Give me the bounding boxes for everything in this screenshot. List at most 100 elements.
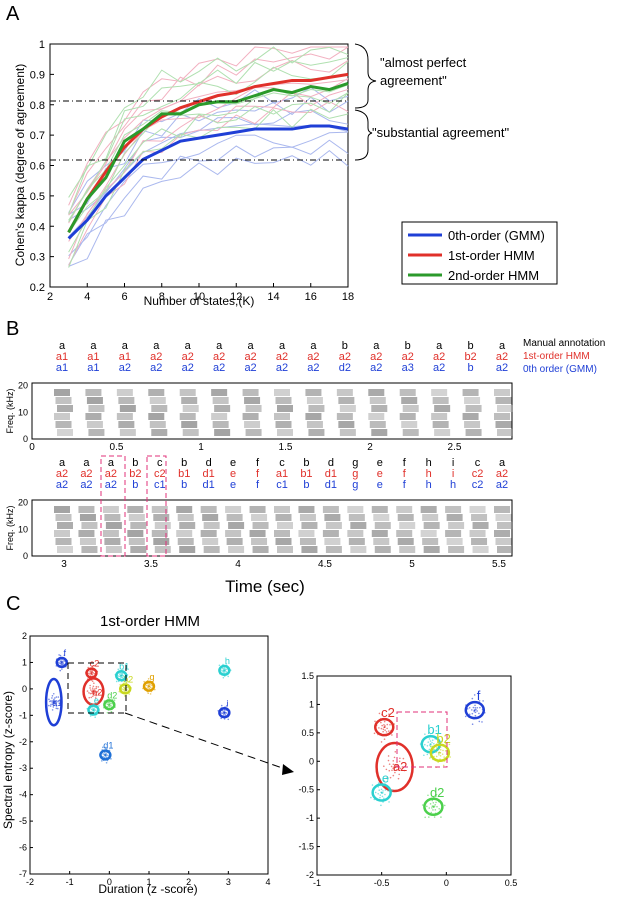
scatter-point <box>428 738 431 740</box>
spectrogram-syllable <box>212 397 229 404</box>
legend-label: 2nd-order HMM <box>448 268 539 283</box>
scatter-point <box>428 816 430 818</box>
time-tick-label: 2 <box>367 442 373 453</box>
brace-almost-perfect <box>354 43 377 109</box>
scatter-point <box>88 673 91 675</box>
scatter-point <box>123 686 125 689</box>
scatter-point <box>57 696 60 698</box>
scatter-point <box>380 804 382 807</box>
scatter-point <box>148 683 151 686</box>
spectrogram-syllable <box>85 389 102 396</box>
scatter-point <box>119 683 121 686</box>
spectrogram-syllable <box>79 514 96 521</box>
x-tick-label: 0 <box>444 878 449 888</box>
annotation-label: f <box>256 457 260 469</box>
annotation-label: e <box>230 457 236 469</box>
scatter-point <box>118 675 120 678</box>
y-tick-label: -6 <box>19 843 27 853</box>
time-tick-label: 3.5 <box>144 559 158 570</box>
scatter-point <box>429 740 432 742</box>
scatter-point <box>223 672 226 674</box>
scatter-point <box>442 749 444 752</box>
panel-c-zoom-axes <box>316 675 512 876</box>
spectrogram-syllable <box>86 397 103 404</box>
spectrogram-syllable <box>105 522 122 529</box>
cluster-ellipse <box>119 683 132 695</box>
scatter-point <box>385 768 388 771</box>
spectrogram-syllable <box>464 421 481 428</box>
scatter-point <box>102 756 104 758</box>
scatter-point <box>449 756 451 758</box>
x-tick-label: 6 <box>121 291 127 303</box>
spectrogram-syllable <box>347 506 364 513</box>
cluster-ellipse <box>218 707 231 719</box>
cluster-label: a2 <box>393 759 407 774</box>
spectrogram-syllable <box>153 538 170 545</box>
scatter-point <box>223 713 225 716</box>
spectrogram-syllable <box>446 514 463 521</box>
scatter-point <box>440 740 443 743</box>
freq-axis-label: Freq. (kHz) <box>5 388 15 433</box>
annotation-label: d <box>328 457 334 469</box>
annotation-legend-entry: Manual annotation <box>523 338 605 349</box>
spectrogram-syllable <box>130 546 147 553</box>
spectrogram-syllable <box>81 546 98 553</box>
freq-tick-label: 0 <box>23 551 28 561</box>
annotation-label: e <box>230 468 236 480</box>
scatter-point <box>106 705 109 708</box>
scatter-point <box>399 757 401 760</box>
scatter-point <box>388 713 390 716</box>
spectrogram-syllable <box>431 389 448 396</box>
scatter-point <box>379 778 382 780</box>
scatter-point <box>93 688 96 690</box>
time-tick-label: 0 <box>29 442 35 453</box>
spectrogram-syllable <box>374 546 391 553</box>
cluster-ellipse <box>429 743 451 763</box>
annotation-label: a <box>499 457 506 469</box>
annotation-label: a2 <box>182 351 194 363</box>
annotation-label: a2 <box>244 362 256 374</box>
annotation-label: a2 <box>339 351 351 363</box>
spectrogram-syllable <box>214 405 231 412</box>
annotation-label: a <box>185 340 192 352</box>
annotation-label: a2 <box>105 479 117 491</box>
scatter-point <box>125 681 128 684</box>
scatter-point <box>147 692 150 695</box>
spectrogram-syllable <box>102 506 119 513</box>
scatter-point <box>57 700 59 703</box>
scatter-point <box>88 692 90 694</box>
annotation-label: a2 <box>370 351 382 363</box>
spectrogram-syllable <box>348 538 365 545</box>
spectrogram-syllable <box>465 405 482 412</box>
spectrogram-syllable <box>55 397 72 404</box>
spectrogram-syllable <box>249 506 266 513</box>
spectrogram-syllable <box>402 429 419 436</box>
spectrogram-syllable <box>472 546 489 553</box>
x-tick-label: 2 <box>186 877 191 887</box>
background-trace <box>68 79 349 224</box>
annotation-label: f <box>403 479 407 491</box>
cluster-ellipse <box>464 700 486 720</box>
scatter-point <box>479 706 481 709</box>
annotation-almost-perfect-line2: agreement" <box>380 73 447 88</box>
spectrogram-syllable <box>494 506 510 513</box>
scatter-point <box>226 668 228 670</box>
scatter-point <box>86 690 89 692</box>
y-tick-label: -4 <box>19 790 27 800</box>
background-trace <box>68 61 349 221</box>
annotation-label: d1 <box>203 468 215 480</box>
annotation-label: a2 <box>370 362 382 374</box>
scatter-point <box>55 707 58 710</box>
spectrogram-syllable <box>495 538 512 545</box>
scatter-point <box>392 767 394 770</box>
scatter-point <box>473 694 476 696</box>
scatter-point <box>432 809 434 811</box>
scatter-point <box>435 747 438 749</box>
spectrogram-syllable <box>348 514 365 521</box>
time-tick-label: 4 <box>235 559 241 570</box>
spectrogram-syllable <box>203 522 220 529</box>
scatter-point <box>435 793 438 796</box>
scatter-point <box>94 690 97 693</box>
panel-c-zoom-clusters: f c2 b1 a2 b2 e d2 <box>370 688 486 819</box>
spectrogram-syllable <box>350 522 367 529</box>
